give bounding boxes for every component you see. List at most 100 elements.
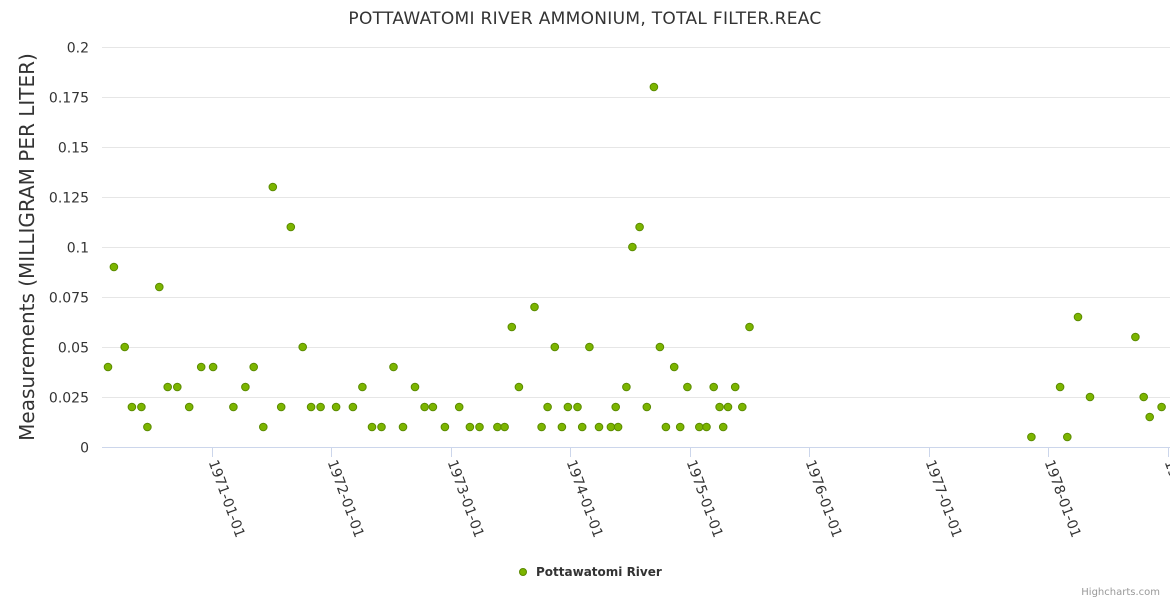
data-point[interactable] bbox=[389, 362, 398, 372]
data-point[interactable] bbox=[143, 422, 152, 432]
data-point[interactable] bbox=[184, 402, 194, 412]
data-point[interactable] bbox=[109, 262, 119, 272]
credits-link[interactable]: Highcharts.com bbox=[1081, 587, 1160, 598]
data-point[interactable] bbox=[723, 402, 733, 412]
y-tick-label: 0.075 bbox=[49, 291, 89, 307]
data-point[interactable] bbox=[642, 402, 652, 412]
data-point[interactable] bbox=[661, 422, 671, 432]
data-point[interactable] bbox=[377, 422, 386, 432]
data-point[interactable] bbox=[649, 82, 659, 92]
data-point[interactable] bbox=[493, 422, 502, 432]
y-tick-label: 0.2 bbox=[67, 41, 89, 57]
data-point[interactable] bbox=[276, 402, 286, 412]
data-point[interactable] bbox=[594, 422, 604, 432]
data-point[interactable] bbox=[1131, 332, 1140, 342]
legend[interactable]: Pottawatomi River bbox=[519, 565, 662, 579]
data-point[interactable] bbox=[1139, 392, 1148, 402]
data-point[interactable] bbox=[500, 422, 509, 432]
data-point[interactable] bbox=[655, 342, 665, 352]
data-point[interactable] bbox=[298, 342, 308, 352]
data-point[interactable] bbox=[398, 422, 408, 432]
data-point[interactable] bbox=[259, 422, 268, 432]
y-axis-ticks: 0 0.025 0.05 0.075 0.1 0.125 0.15 0.175 0.2 bbox=[49, 41, 89, 457]
data-point[interactable] bbox=[163, 382, 172, 392]
data-point[interactable] bbox=[358, 382, 367, 392]
data-point[interactable] bbox=[573, 402, 582, 412]
data-point[interactable] bbox=[537, 422, 546, 432]
data-point[interactable] bbox=[103, 362, 113, 372]
data-point[interactable] bbox=[410, 382, 420, 392]
legend-item-pottawatomi-river[interactable]: Pottawatomi River bbox=[536, 565, 662, 579]
data-point[interactable] bbox=[316, 402, 325, 412]
data-point[interactable] bbox=[465, 422, 475, 432]
data-point[interactable] bbox=[507, 322, 517, 332]
data-point[interactable] bbox=[611, 402, 621, 412]
data-point[interactable] bbox=[127, 402, 137, 412]
data-point[interactable] bbox=[348, 402, 358, 412]
data-point[interactable] bbox=[420, 402, 429, 412]
data-point[interactable] bbox=[514, 382, 524, 392]
data-point[interactable] bbox=[585, 342, 594, 352]
y-tick-label: 0.15 bbox=[58, 141, 89, 157]
series-points bbox=[103, 82, 1166, 442]
data-point[interactable] bbox=[440, 422, 450, 432]
data-point[interactable] bbox=[367, 422, 377, 432]
y-tick-label: 0.1 bbox=[67, 241, 89, 257]
data-point[interactable] bbox=[738, 402, 747, 412]
data-point[interactable] bbox=[718, 422, 728, 432]
data-point[interactable] bbox=[563, 402, 573, 412]
data-point[interactable] bbox=[208, 362, 218, 372]
data-point[interactable] bbox=[137, 402, 146, 412]
y-tick-label: 0.05 bbox=[58, 341, 89, 357]
data-point[interactable] bbox=[577, 422, 587, 432]
data-point[interactable] bbox=[306, 402, 316, 412]
data-point[interactable] bbox=[1027, 432, 1036, 442]
data-point[interactable] bbox=[1085, 392, 1095, 402]
y-tick-label: 0.175 bbox=[49, 91, 89, 107]
data-point[interactable] bbox=[683, 382, 692, 392]
data-point[interactable] bbox=[120, 342, 129, 352]
data-point[interactable] bbox=[1055, 382, 1065, 392]
data-point[interactable] bbox=[745, 322, 754, 332]
data-point[interactable] bbox=[268, 182, 278, 192]
data-point[interactable] bbox=[702, 422, 711, 432]
data-point[interactable] bbox=[155, 282, 164, 292]
data-point[interactable] bbox=[1063, 432, 1072, 442]
data-point[interactable] bbox=[557, 422, 567, 432]
data-point[interactable] bbox=[428, 402, 438, 412]
data-point[interactable] bbox=[454, 402, 464, 412]
data-point[interactable] bbox=[628, 242, 637, 252]
data-point[interactable] bbox=[1073, 312, 1083, 322]
data-point[interactable] bbox=[331, 402, 341, 412]
data-point[interactable] bbox=[249, 362, 258, 372]
data-point[interactable] bbox=[475, 422, 484, 432]
data-point[interactable] bbox=[241, 382, 250, 392]
y-tick-label: 0.025 bbox=[49, 391, 89, 407]
data-point[interactable] bbox=[675, 422, 685, 432]
y-axis-label: Measurements (MILLIGRAM PER LITER) bbox=[15, 53, 39, 441]
data-point[interactable] bbox=[715, 402, 724, 412]
data-point[interactable] bbox=[709, 382, 719, 392]
data-point[interactable] bbox=[550, 342, 560, 352]
data-point[interactable] bbox=[669, 362, 679, 372]
data-point[interactable] bbox=[286, 222, 296, 232]
data-point[interactable] bbox=[173, 382, 182, 392]
data-point[interactable] bbox=[543, 402, 552, 412]
data-point[interactable] bbox=[622, 382, 631, 392]
gridlines bbox=[102, 47, 1170, 398]
data-point[interactable] bbox=[695, 422, 704, 432]
legend-marker-icon[interactable] bbox=[519, 568, 527, 576]
data-point[interactable] bbox=[1157, 402, 1166, 412]
data-point[interactable] bbox=[530, 302, 539, 312]
data-point[interactable] bbox=[1145, 412, 1154, 422]
data-point[interactable] bbox=[606, 422, 616, 432]
data-point[interactable] bbox=[730, 382, 740, 392]
data-point[interactable] bbox=[613, 422, 623, 432]
data-point[interactable] bbox=[229, 402, 238, 412]
y-tick-label: 0 bbox=[80, 441, 89, 457]
data-point[interactable] bbox=[196, 362, 206, 372]
y-tick-label: 0.125 bbox=[49, 191, 89, 207]
data-point[interactable] bbox=[635, 222, 644, 232]
